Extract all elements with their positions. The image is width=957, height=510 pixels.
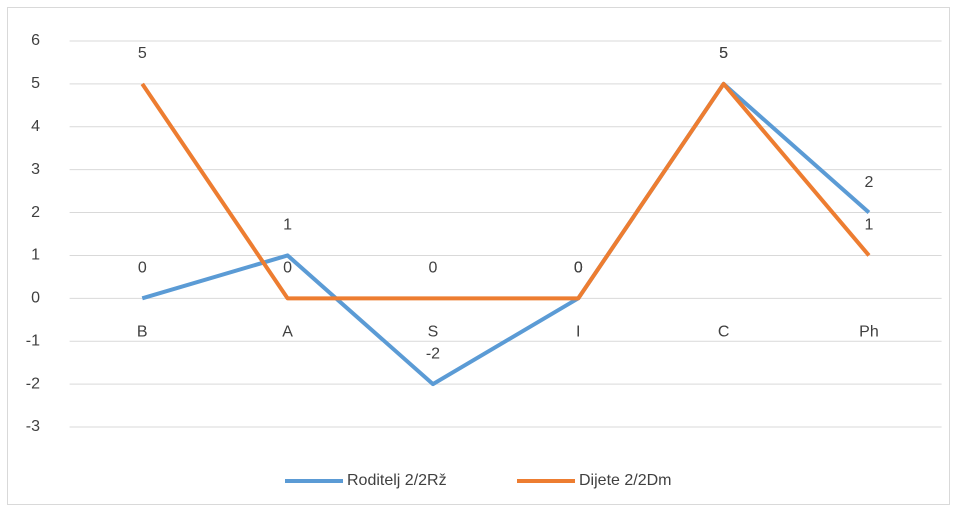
data-label: -2	[426, 345, 440, 362]
y-tick-label: 5	[31, 75, 40, 92]
x-tick-label: B	[137, 324, 148, 341]
y-tick-label: 2	[31, 204, 40, 221]
legend-label: Dijete 2/2Dm	[579, 472, 671, 489]
data-label: 1	[864, 217, 873, 234]
x-tick-label: C	[718, 324, 730, 341]
legend-label: Roditelj 2/2Rž	[347, 472, 447, 489]
x-tick-label: A	[282, 324, 293, 341]
data-label: 0	[574, 260, 583, 277]
data-label: 0	[138, 260, 147, 277]
data-label: 0	[428, 260, 437, 277]
y-tick-label: 0	[31, 290, 40, 307]
data-label: 2	[864, 174, 873, 191]
data-label: 5	[719, 45, 728, 62]
x-tick-label: S	[428, 324, 439, 341]
y-tick-label: 6	[31, 32, 40, 49]
data-label: 0	[283, 260, 292, 277]
x-tick-label: Ph	[859, 324, 879, 341]
y-tick-label: -3	[26, 418, 40, 435]
y-tick-label: 1	[31, 247, 40, 264]
y-tick-label: 4	[31, 118, 40, 135]
y-tick-label: -1	[26, 332, 40, 349]
series-line	[140, 81, 871, 301]
y-tick-label: 3	[31, 161, 40, 178]
data-label: 1	[283, 217, 292, 234]
data-label: 0	[574, 260, 583, 277]
y-tick-label: -2	[26, 375, 40, 392]
data-label: 5	[138, 45, 147, 62]
data-label: 5	[719, 45, 728, 62]
chart-border	[7, 7, 950, 505]
x-tick-label: I	[576, 324, 580, 341]
